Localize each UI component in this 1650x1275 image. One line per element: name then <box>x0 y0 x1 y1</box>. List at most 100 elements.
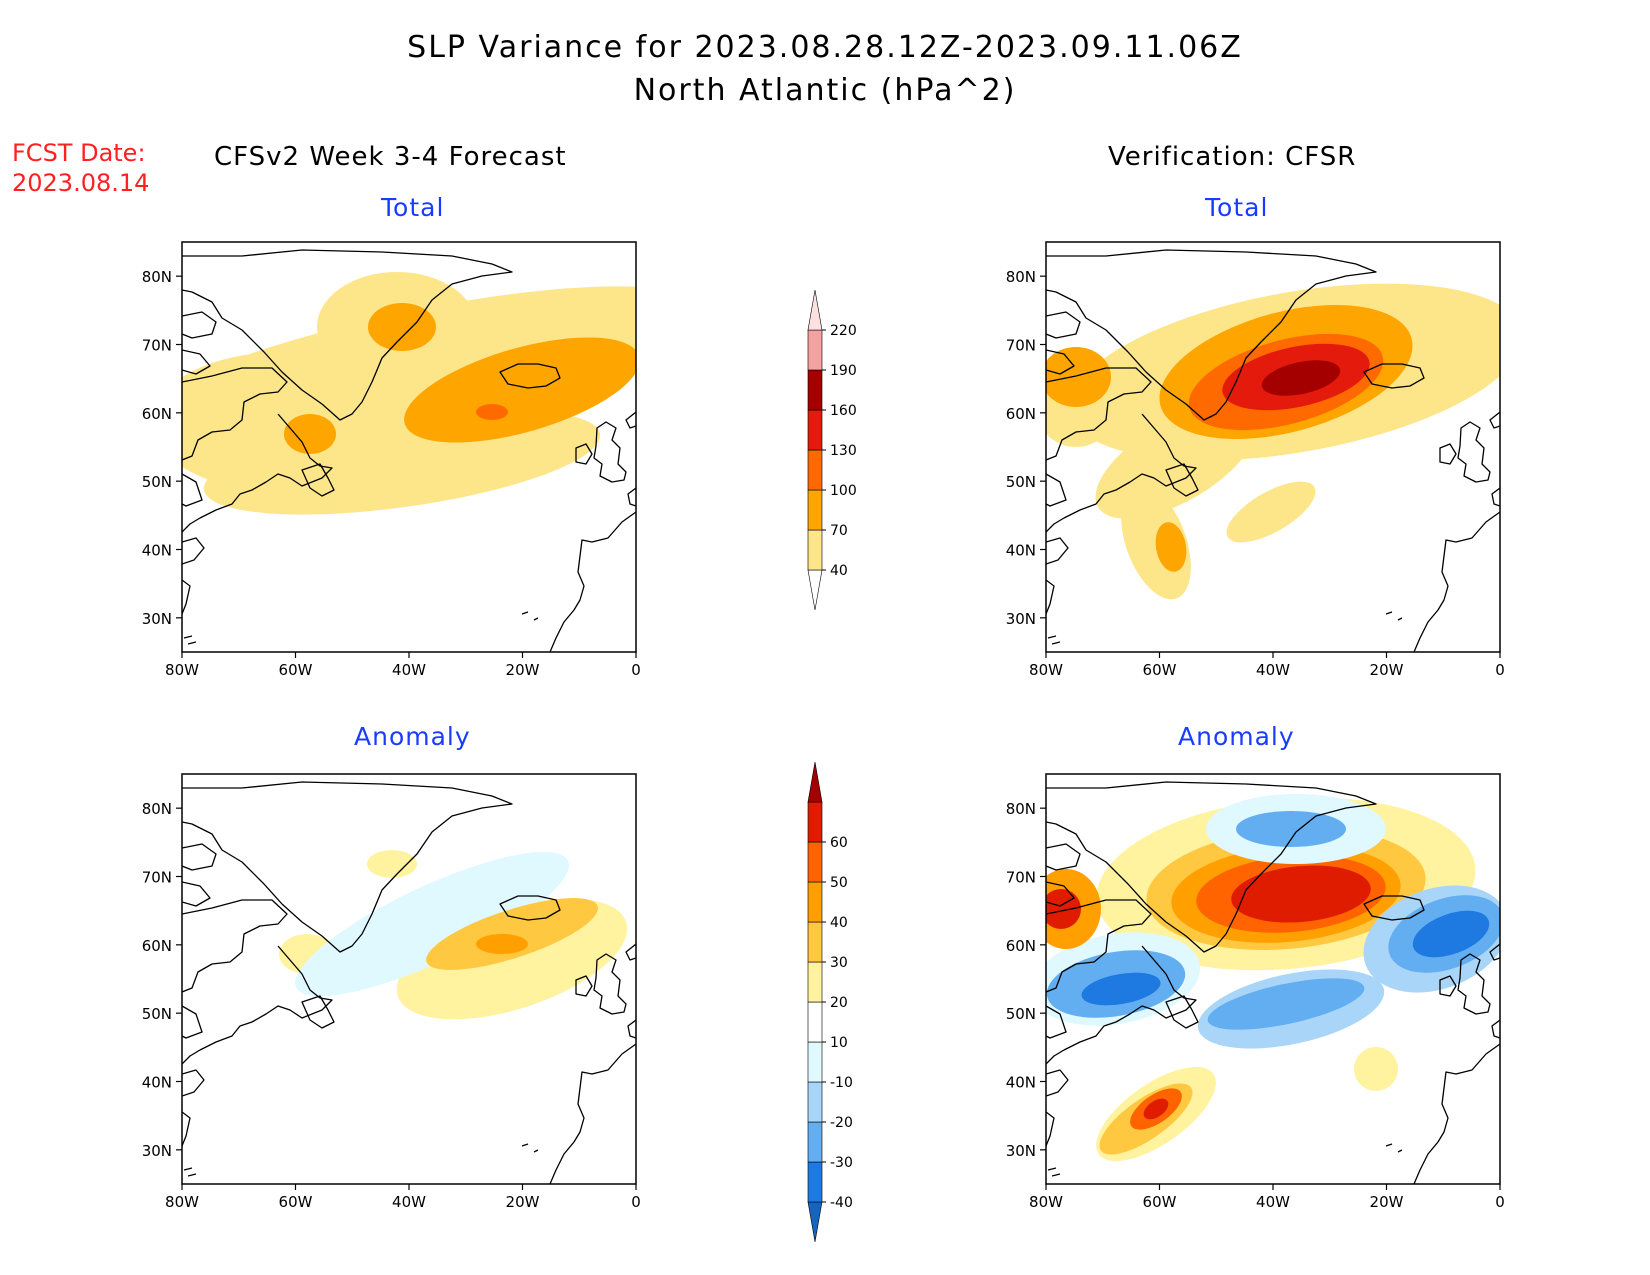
shaded-contour <box>367 850 417 878</box>
colorbar-swatch <box>807 841 823 883</box>
lon-tick-label: 60W <box>279 661 313 679</box>
bottom-right-panel-title: Anomaly <box>1178 722 1295 751</box>
shaded-contour <box>284 414 336 454</box>
colorbar-swatch <box>807 1161 823 1203</box>
lat-tick-label: 80N <box>1006 800 1036 818</box>
shaded-contour <box>1236 811 1346 847</box>
colorbar-swatch <box>807 761 823 803</box>
colorbar-label: 50 <box>830 875 848 891</box>
lon-tick-label: 40W <box>392 1193 426 1211</box>
fcst-date-label: FCST Date: <box>12 139 146 167</box>
colorbar-label: 100 <box>830 483 857 499</box>
colorbar-swatch <box>807 881 823 923</box>
colorbar-label: 220 <box>830 323 857 339</box>
colorbar-label: 20 <box>830 995 848 1011</box>
lon-tick-label: 20W <box>1370 1193 1404 1211</box>
colorbar-swatch <box>807 1081 823 1123</box>
shaded-contour <box>426 898 598 970</box>
lat-tick-label: 60N <box>142 937 172 955</box>
lon-tick-label: 80W <box>1029 661 1063 679</box>
lat-tick-label: 50N <box>1006 473 1036 491</box>
top-left-panel-title: Total <box>381 193 445 222</box>
colorbar-label: 10 <box>830 1035 848 1051</box>
total-colorbar: 40 70 100 130 160 190 220 <box>807 289 857 611</box>
colorbar-label: -10 <box>830 1075 853 1091</box>
map-panel-tl: 80N 70N 60N 50N 40N 30N 80W 60W 40W 20W 0 <box>142 241 641 679</box>
lon-tick-label: 60W <box>1143 1193 1177 1211</box>
colorbar-swatch <box>807 369 823 411</box>
lat-tick-label: 30N <box>1006 1142 1036 1160</box>
colorbar-label: -40 <box>830 1195 853 1211</box>
shaded-contour <box>476 934 528 954</box>
colorbar-swatch <box>807 529 823 571</box>
map-panels: 80N 70N 60N 50N 40N 30N 80W 60W 40W 20W 0 80N 70N 60N… <box>142 241 1505 1211</box>
lon-tick-label: 0 <box>631 1193 641 1211</box>
lat-tick-label: 50N <box>142 1005 172 1023</box>
colorbar-swatch <box>807 1001 823 1043</box>
colorbar-swatch <box>807 449 823 491</box>
colorbar-label: -20 <box>830 1115 853 1131</box>
colorbar-swatch <box>807 289 823 331</box>
shaded-contour <box>404 337 636 443</box>
lat-tick-label: 80N <box>1006 268 1036 286</box>
lat-tick-label: 70N <box>142 337 172 355</box>
colorbar-swatch <box>807 409 823 451</box>
lon-tick-label: 40W <box>392 661 426 679</box>
lat-tick-label: 40N <box>1006 1074 1036 1092</box>
lat-tick-label: 60N <box>142 405 172 423</box>
lon-tick-label: 60W <box>279 1193 313 1211</box>
shaded-contour <box>1261 360 1341 396</box>
shaded-contour <box>1081 972 1161 1006</box>
lat-tick-label: 30N <box>142 610 172 628</box>
shaded-contour <box>1231 865 1371 923</box>
colorbar-label: 130 <box>830 443 857 459</box>
colorbar-label: 160 <box>830 403 857 419</box>
lon-tick-label: 80W <box>165 1193 199 1211</box>
lat-tick-label: 60N <box>1006 937 1036 955</box>
shaded-contour <box>368 303 436 351</box>
colorbar-swatch <box>807 921 823 963</box>
shaded-contour <box>1226 481 1316 543</box>
anomaly-colorbar: -40 -30 -20 -10 10 20 30 40 50 60 <box>807 761 853 1243</box>
map-panel-br: 80N 70N 60N 50N 40N 30N 80W 60W 40W 20W 0 <box>1006 773 1505 1211</box>
colorbar-swatch <box>807 961 823 1003</box>
shaded-contour <box>295 851 569 997</box>
shaded-contour <box>1143 1098 1169 1120</box>
bottom-left-panel-title: Anomaly <box>354 722 471 751</box>
colorbar-swatch <box>807 801 823 843</box>
colorbars: 40 70 100 130 160 190 220 -40 -30 -20 -10 10 20 30 40 5… <box>807 289 857 1243</box>
lat-tick-label: 50N <box>1006 1005 1036 1023</box>
colorbar-label: -30 <box>830 1155 853 1171</box>
lat-tick-label: 70N <box>1006 869 1036 887</box>
lat-tick-label: 40N <box>142 1074 172 1092</box>
lon-tick-label: 80W <box>1029 1193 1063 1211</box>
lon-tick-label: 40W <box>1256 1193 1290 1211</box>
shaded-contour <box>1155 522 1187 572</box>
figure-title-line2: North Atlantic (hPa^2) <box>633 73 1017 108</box>
colorbar-swatch <box>807 569 823 611</box>
shaded-contour <box>1354 1047 1398 1091</box>
map-panel-tr: 80N 70N 60N 50N 40N 30N 80W 60W 40W 20W 0 <box>1006 241 1505 679</box>
lat-tick-label: 40N <box>142 542 172 560</box>
lat-tick-label: 60N <box>1006 405 1036 423</box>
colorbar-label: 70 <box>830 523 848 539</box>
lat-tick-label: 50N <box>142 473 172 491</box>
shaded-contour <box>1412 910 1490 958</box>
fcst-date-value: 2023.08.14 <box>12 169 150 197</box>
colorbar-label: 40 <box>830 563 848 579</box>
colorbar-swatch <box>807 1121 823 1163</box>
lon-tick-label: 0 <box>1495 1193 1505 1211</box>
colorbar-label: 30 <box>830 955 848 971</box>
lon-tick-label: 80W <box>165 661 199 679</box>
forecast-column-title: CFSv2 Week 3-4 Forecast <box>214 142 567 172</box>
lon-tick-label: 20W <box>506 1193 540 1211</box>
map-panel-bl: 80N 70N 60N 50N 40N 30N 80W 60W 40W 20W 0 <box>142 773 641 1211</box>
lat-tick-label: 70N <box>1006 337 1036 355</box>
lat-tick-label: 30N <box>1006 610 1036 628</box>
colorbar-swatch <box>807 489 823 531</box>
colorbar-label: 40 <box>830 915 848 931</box>
shaded-contour <box>476 404 508 420</box>
colorbar-label: 190 <box>830 363 857 379</box>
lon-tick-label: 60W <box>1143 661 1177 679</box>
